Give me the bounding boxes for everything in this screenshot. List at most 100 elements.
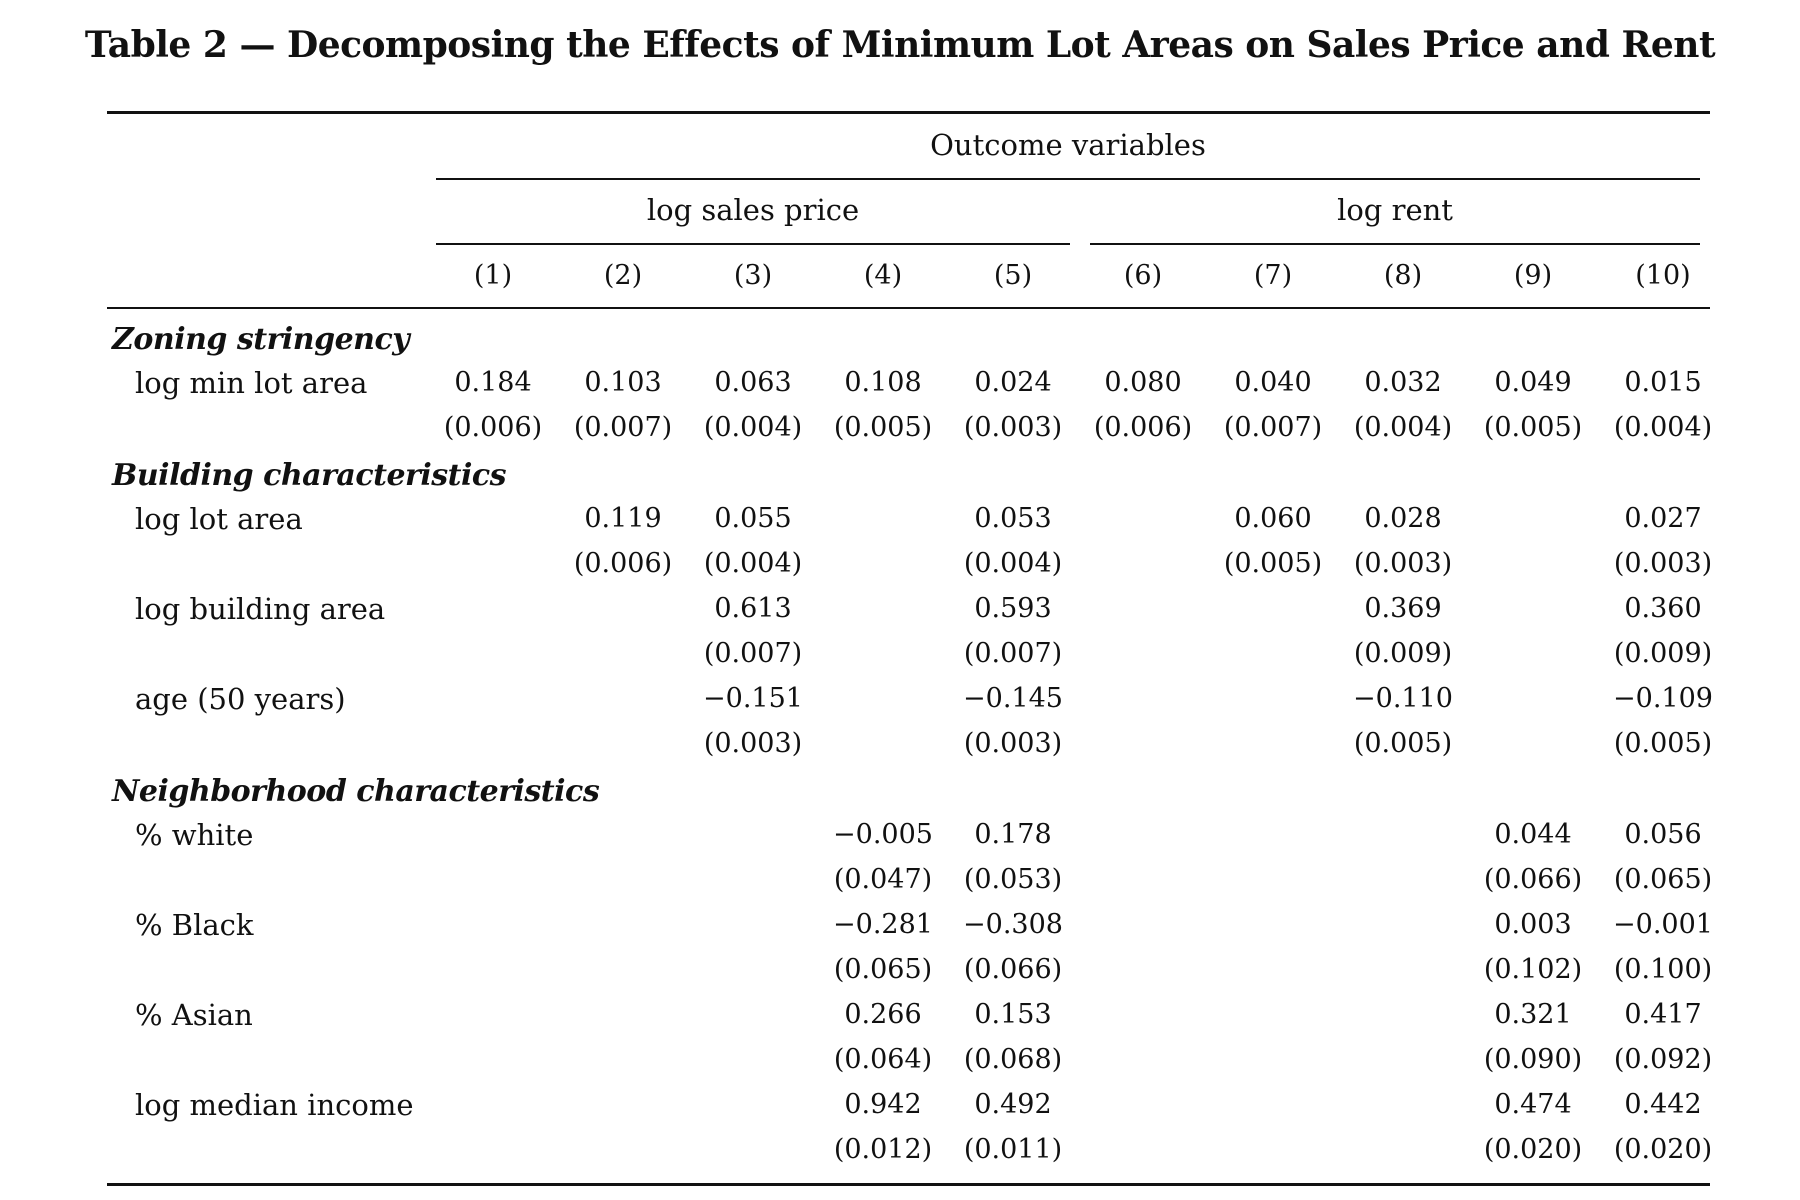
coefficient-cell: 0.119 — [584, 503, 662, 534]
bottom-rule — [107, 1183, 1710, 1186]
coefficient-cell: 0.184 — [454, 367, 532, 398]
standard-error-cell: (0.011) — [963, 1134, 1063, 1165]
standard-error-cell: (0.005) — [1483, 412, 1583, 443]
coefficient-cell: 0.053 — [974, 503, 1052, 534]
standard-error-cell: (0.066) — [1483, 864, 1583, 895]
top-rule — [107, 111, 1710, 114]
log-rent-underline — [1090, 243, 1700, 245]
standard-error-cell: (0.020) — [1483, 1134, 1583, 1165]
coefficient-cell: 0.266 — [844, 999, 922, 1030]
row-label: % Black — [135, 908, 254, 942]
column-number-5: (5) — [993, 260, 1033, 291]
column-number-9: (9) — [1513, 260, 1553, 291]
coefficient-cell: 0.049 — [1494, 367, 1572, 398]
coefficient-cell: 0.044 — [1494, 819, 1572, 850]
coefficient-cell: −0.145 — [963, 683, 1063, 714]
column-number-10: (10) — [1635, 260, 1691, 291]
coefficient-cell: 0.942 — [844, 1089, 922, 1120]
standard-error-cell: (0.004) — [703, 412, 803, 443]
standard-error-cell: (0.009) — [1353, 638, 1453, 669]
coefficient-cell: 0.080 — [1104, 367, 1182, 398]
row-label: log min lot area — [135, 366, 368, 400]
column-number-4: (4) — [863, 260, 903, 291]
coefficient-cell: 0.055 — [714, 503, 792, 534]
row-label: log median income — [135, 1088, 414, 1122]
coefficient-cell: 0.593 — [974, 593, 1052, 624]
coefficient-cell: 0.015 — [1624, 367, 1702, 398]
column-number-1: (1) — [473, 260, 513, 291]
log-sales-price-header: log sales price — [646, 193, 860, 227]
standard-error-cell: (0.004) — [1353, 412, 1453, 443]
standard-error-cell: (0.005) — [1613, 728, 1713, 759]
row-label: log building area — [135, 592, 386, 626]
coefficient-cell: 0.321 — [1494, 999, 1572, 1030]
standard-error-cell: (0.003) — [1353, 548, 1453, 579]
standard-error-cell: (0.003) — [963, 728, 1063, 759]
column-number-8: (8) — [1383, 260, 1423, 291]
standard-error-cell: (0.064) — [833, 1044, 933, 1075]
column-number-7: (7) — [1253, 260, 1293, 291]
coefficient-cell: 0.028 — [1364, 503, 1442, 534]
coefficient-cell: 0.103 — [584, 367, 662, 398]
coefficient-cell: −0.110 — [1353, 683, 1453, 714]
standard-error-cell: (0.065) — [833, 954, 933, 985]
standard-error-cell: (0.007) — [963, 638, 1063, 669]
column-number-3: (3) — [733, 260, 773, 291]
standard-error-cell: (0.009) — [1613, 638, 1713, 669]
standard-error-cell: (0.065) — [1613, 864, 1713, 895]
section-heading: Building characteristics — [112, 458, 507, 493]
standard-error-cell: (0.100) — [1613, 954, 1713, 985]
column-number-2: (2) — [603, 260, 643, 291]
standard-error-cell: (0.006) — [573, 548, 673, 579]
log-sales-price-underline — [436, 243, 1070, 245]
coefficient-cell: −0.308 — [963, 909, 1063, 940]
coefficient-cell: 0.492 — [974, 1089, 1052, 1120]
standard-error-cell: (0.004) — [1613, 412, 1713, 443]
row-label: % white — [135, 818, 254, 852]
coefficient-cell: 0.417 — [1624, 999, 1702, 1030]
standard-error-cell: (0.007) — [703, 638, 803, 669]
standard-error-cell: (0.005) — [833, 412, 933, 443]
outcome-underline — [436, 178, 1700, 180]
coefficient-cell: 0.056 — [1624, 819, 1702, 850]
standard-error-cell: (0.004) — [703, 548, 803, 579]
coefficient-cell: −0.151 — [703, 683, 803, 714]
coefficient-cell: 0.063 — [714, 367, 792, 398]
outcome-variables-header: Outcome variables — [930, 128, 1206, 162]
standard-error-cell: (0.053) — [963, 864, 1063, 895]
standard-error-cell: (0.020) — [1613, 1134, 1713, 1165]
standard-error-cell: (0.047) — [833, 864, 933, 895]
standard-error-cell: (0.005) — [1223, 548, 1323, 579]
standard-error-cell: (0.003) — [1613, 548, 1713, 579]
standard-error-cell: (0.003) — [963, 412, 1063, 443]
coefficient-cell: 0.613 — [714, 593, 792, 624]
coefficient-cell: 0.178 — [974, 819, 1052, 850]
coefficient-cell: −0.005 — [833, 819, 933, 850]
header-rule — [107, 307, 1710, 309]
standard-error-cell: (0.068) — [963, 1044, 1063, 1075]
column-number-6: (6) — [1123, 260, 1163, 291]
coefficient-cell: 0.003 — [1494, 909, 1572, 940]
coefficient-cell: 0.369 — [1364, 593, 1442, 624]
coefficient-cell: −0.281 — [833, 909, 933, 940]
coefficient-cell: −0.001 — [1613, 909, 1713, 940]
coefficient-cell: 0.442 — [1624, 1089, 1702, 1120]
standard-error-cell: (0.090) — [1483, 1044, 1583, 1075]
standard-error-cell: (0.007) — [1223, 412, 1323, 443]
standard-error-cell: (0.007) — [573, 412, 673, 443]
section-heading: Neighborhood characteristics — [112, 774, 600, 809]
section-heading: Zoning stringency — [112, 322, 410, 357]
row-label: % Asian — [135, 998, 253, 1032]
standard-error-cell: (0.006) — [443, 412, 543, 443]
coefficient-cell: 0.474 — [1494, 1089, 1572, 1120]
standard-error-cell: (0.102) — [1483, 954, 1583, 985]
coefficient-cell: 0.060 — [1234, 503, 1312, 534]
standard-error-cell: (0.012) — [833, 1134, 933, 1165]
coefficient-cell: 0.108 — [844, 367, 922, 398]
coefficient-cell: −0.109 — [1613, 683, 1713, 714]
coefficient-cell: 0.040 — [1234, 367, 1312, 398]
standard-error-cell: (0.005) — [1353, 728, 1453, 759]
coefficient-cell: 0.032 — [1364, 367, 1442, 398]
coefficient-cell: 0.153 — [974, 999, 1052, 1030]
log-rent-header: log rent — [1337, 193, 1453, 227]
